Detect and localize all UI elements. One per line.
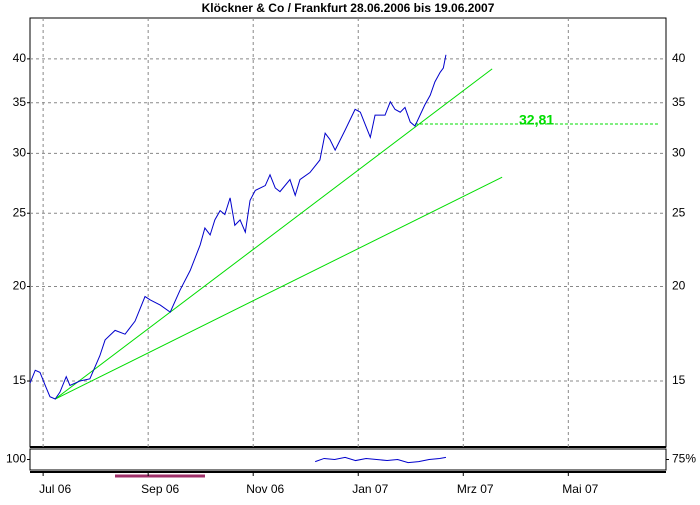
trend-line <box>54 68 493 400</box>
y-tick-label-right: 40 <box>672 51 686 65</box>
trend-line <box>54 176 503 400</box>
x-tick-label: Jul 06 <box>39 482 71 496</box>
y-tick-label-right: 20 <box>672 279 686 293</box>
price-line <box>29 54 447 400</box>
level-label: 32,81 <box>519 112 554 128</box>
y-tick-label: 40 <box>13 51 27 65</box>
y-tick-label-right: 30 <box>672 146 686 160</box>
chart-title: Klöckner & Co / Frankfurt 28.06.2006 bis… <box>202 1 495 15</box>
y-tick-label: 35 <box>13 95 27 109</box>
y-tick-label: 100 <box>6 452 26 466</box>
x-tick-label: Sep 06 <box>141 482 179 496</box>
y-tick-label: 20 <box>13 279 27 293</box>
y-tick-label: 25 <box>13 205 27 219</box>
x-tick-label: Jan 07 <box>352 482 388 496</box>
x-tick-label: Mai 07 <box>562 482 598 496</box>
y2-tick-label: 75% <box>672 452 696 466</box>
price-line <box>315 456 447 464</box>
y-tick-label: 15 <box>13 373 27 387</box>
y-tick-label-right: 35 <box>672 95 686 109</box>
x-tick-label: Nov 06 <box>246 482 284 496</box>
y-tick-label-right: 25 <box>672 205 686 219</box>
y-tick-label-right: 15 <box>672 373 686 387</box>
y-tick-label: 30 <box>13 146 27 160</box>
x-tick-label: Mrz 07 <box>457 482 494 496</box>
